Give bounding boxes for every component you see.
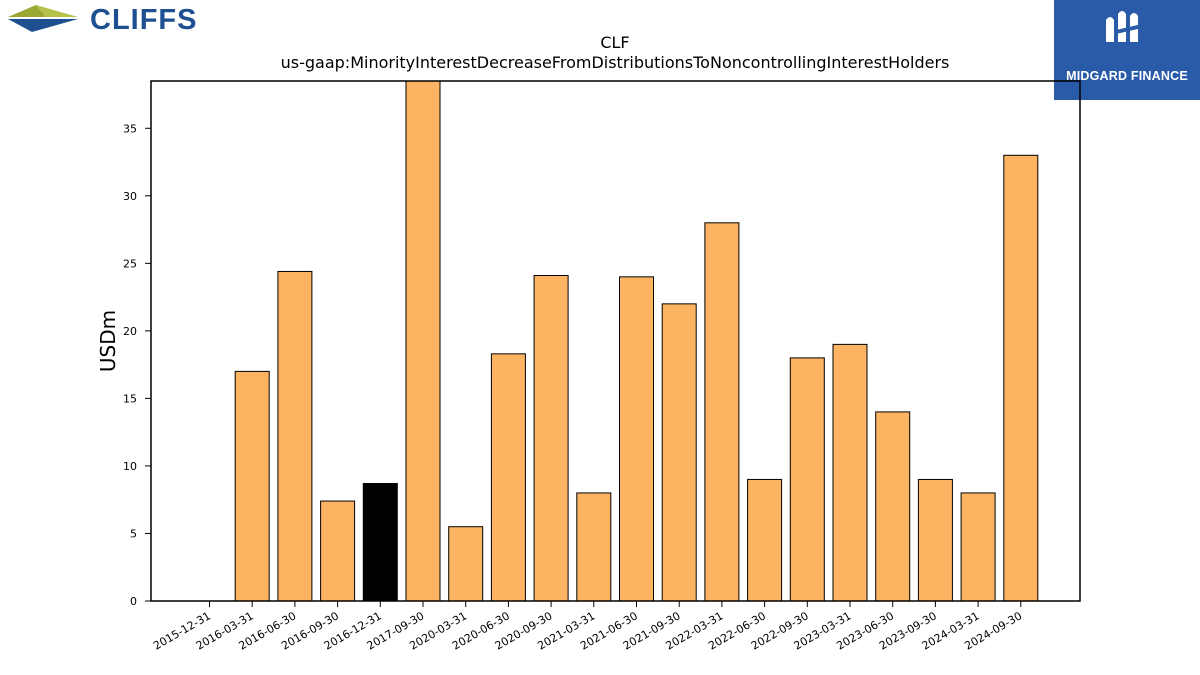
x-axis: 2015-12-312016-03-312016-06-302016-09-30… (151, 601, 1024, 653)
bar-2023-09-30 (917, 478, 953, 602)
y-tick-label: 25 (123, 257, 137, 270)
bars-group (234, 80, 1039, 602)
bar-2020-09-30 (533, 274, 569, 602)
y-axis-label: USDm (96, 310, 120, 372)
bar-2023-03-31 (832, 343, 868, 602)
y-tick-label: 0 (130, 595, 137, 608)
bar-2022-03-31 (704, 222, 740, 602)
y-tick-label: 20 (123, 325, 137, 338)
y-tick-label: 10 (123, 460, 137, 473)
bar-2024-03-31 (960, 492, 996, 602)
chart-title: CLF (600, 33, 629, 52)
y-axis: 0 5 10 15 20 25 30 35 (123, 122, 151, 608)
plot-frame (150, 80, 1081, 602)
bar-2021-03-31 (576, 492, 612, 602)
bar-2016-06-30 (277, 270, 313, 602)
bar-2023-06-30 (875, 411, 911, 602)
bar-2022-06-30 (747, 478, 783, 602)
bar-2020-06-30 (490, 353, 526, 602)
bar-2022-09-30 (789, 357, 825, 602)
bar-2016-09-30 (320, 500, 356, 602)
y-tick-label: 35 (123, 122, 137, 135)
bar-2021-09-30 (661, 303, 697, 602)
chart-subtitle: us-gaap:MinorityInterestDecreaseFromDist… (281, 53, 950, 72)
company-logo-text: CLIFFS (90, 4, 198, 36)
cliffs-chevron-icon (8, 5, 78, 32)
midgard-m-icon (1106, 11, 1142, 42)
y-tick-label: 15 (123, 392, 137, 405)
y-tick-label: 5 (130, 527, 137, 540)
bar-2020-03-31 (448, 526, 484, 602)
bar-2024-09-30 (1003, 154, 1039, 602)
bar-2016-12-31 (362, 482, 398, 602)
bar-2017-09-30 (405, 80, 441, 602)
y-tick-label: 30 (123, 190, 137, 203)
partner-logo-text: MIDGARD FINANCE (1066, 69, 1188, 83)
bar-2016-03-31 (234, 370, 270, 602)
midgard-finance-logo: MIDGARD FINANCE (1054, 0, 1200, 100)
bar-2021-06-30 (619, 276, 654, 602)
cliffs-logo: CLIFFS (8, 2, 248, 36)
